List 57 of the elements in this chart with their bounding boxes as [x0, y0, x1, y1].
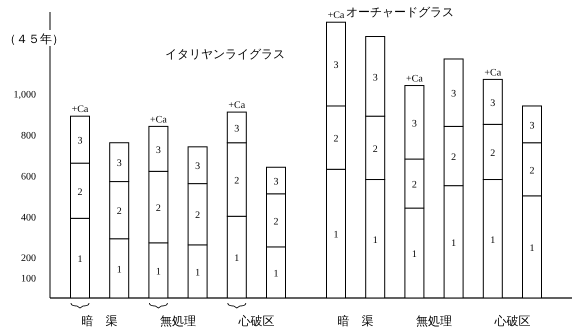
- text: 2: [490, 148, 496, 159]
- annotation: +Ca: [328, 10, 345, 22]
- text: 2: [530, 165, 534, 176]
- y-tick-label: 800: [21, 130, 36, 142]
- annotation: +Ca: [406, 74, 424, 85]
- y-tick-label: 600: [21, 171, 36, 182]
- text: 1: [78, 254, 82, 266]
- series-label: 3: [274, 176, 278, 188]
- text: 3: [451, 88, 456, 100]
- text: 1: [530, 242, 534, 254]
- text: 1: [372, 234, 378, 246]
- annotation: オーチャードグラス: [346, 5, 454, 19]
- text: 2: [274, 216, 278, 228]
- text: 3: [156, 144, 161, 156]
- text: 無処理: [160, 314, 196, 328]
- series-label: 1: [116, 264, 122, 276]
- y-tick-label: 1,000: [14, 90, 36, 101]
- text: 心破区: [237, 314, 274, 328]
- text: 2: [78, 186, 82, 198]
- text: 1: [195, 267, 200, 278]
- text: 1: [334, 230, 338, 241]
- y-axis-title: （４５年）: [4, 32, 64, 46]
- series-label: 2: [116, 206, 122, 218]
- text: 3: [78, 136, 82, 147]
- text: 1: [412, 249, 417, 260]
- text: 3: [334, 60, 338, 72]
- text: 暗 渠: [82, 314, 118, 328]
- text: 2: [412, 180, 417, 191]
- text: 2: [234, 176, 240, 187]
- text: 1: [490, 234, 496, 246]
- annotation: +Ca: [228, 100, 246, 112]
- text: 3: [490, 98, 496, 109]
- text: 暗 渠: [338, 314, 374, 328]
- y-tick-label: 400: [21, 212, 36, 224]
- text: 2: [334, 134, 338, 145]
- text: 3: [116, 158, 122, 170]
- text: 心破区: [493, 314, 530, 328]
- text: 1: [274, 268, 278, 280]
- text: 3: [412, 118, 417, 130]
- text: 3: [372, 72, 378, 84]
- text: 2: [156, 203, 161, 214]
- text: 1: [156, 266, 161, 278]
- y-tick-label: 100: [21, 274, 36, 285]
- text: 1: [234, 253, 240, 264]
- text: 2: [451, 152, 456, 164]
- annotation: +Ca: [484, 67, 502, 78]
- text: 2: [372, 144, 378, 155]
- text: 1: [451, 238, 456, 249]
- annotation: イタリヤンライグラス: [165, 47, 285, 61]
- text: 無処理: [416, 314, 452, 328]
- annotation: +Ca: [150, 114, 168, 126]
- y-tick-label: 200: [21, 253, 36, 264]
- text: 2: [195, 210, 200, 222]
- text: 3: [530, 120, 534, 132]
- text: 3: [234, 123, 240, 134]
- text: 3: [195, 161, 200, 172]
- annotation: +Ca: [72, 104, 89, 116]
